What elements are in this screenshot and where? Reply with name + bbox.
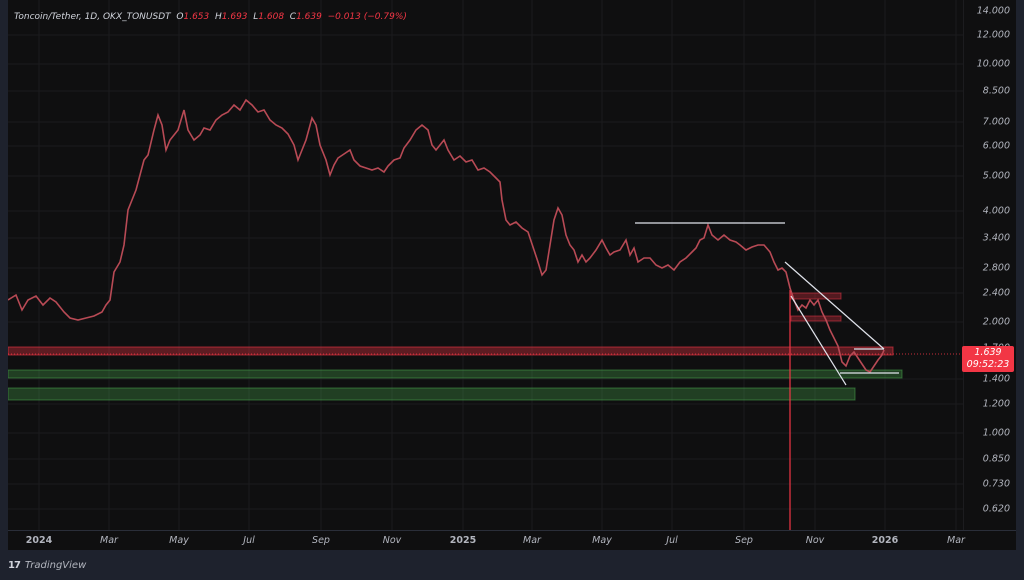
red-resistance-zone xyxy=(7,346,894,356)
grid-lines xyxy=(8,0,963,530)
price-tick: 2.000 xyxy=(982,316,1010,328)
time-axis[interactable]: 2024 Mar May Jul Sep Nov 2025 Mar May Ju… xyxy=(8,530,1016,550)
price-tick: 7.000 xyxy=(982,116,1010,128)
last-price-tag: 1.639 09:52:23 xyxy=(962,346,1014,372)
price-chart-svg xyxy=(7,0,963,530)
price-tick: 10.000 xyxy=(976,58,1010,70)
time-tick: 2025 xyxy=(449,535,477,546)
price-tick: 8.500 xyxy=(982,85,1010,97)
time-tick: 2026 xyxy=(871,535,899,546)
tradingview-logo-icon: 17 xyxy=(8,560,21,571)
time-tick: Mar xyxy=(100,535,118,546)
symbol-name: Toncoin/Tether, 1D, OKX_TONUSDT xyxy=(14,12,171,22)
price-tick: 3.400 xyxy=(982,232,1010,244)
price-tick: 0.620 xyxy=(982,503,1010,515)
green-support-zone-1 xyxy=(7,369,903,379)
price-scale[interactable]: 14.000 12.000 10.000 8.500 7.000 6.000 5… xyxy=(963,0,1016,530)
price-tick: 5.000 xyxy=(982,170,1010,182)
price-tick: 1.200 xyxy=(982,398,1010,410)
time-tick: Jul xyxy=(666,535,678,546)
tradingview-branding[interactable]: 17 TradingView xyxy=(8,560,86,571)
price-tick: 0.850 xyxy=(982,453,1010,465)
chart-plot-area[interactable]: Toncoin/Tether, 1D, OKX_TONUSDT O1.653 H… xyxy=(7,0,963,530)
channel-lower-line xyxy=(790,295,847,386)
time-tick: Nov xyxy=(382,535,402,546)
time-tick: Mar xyxy=(947,535,965,546)
price-tick: 6.000 xyxy=(982,140,1010,152)
price-tick: 1.400 xyxy=(982,373,1010,385)
last-price: 1.639 xyxy=(974,347,1002,358)
change-value: −0.013 (−0.79%) xyxy=(327,12,407,22)
low-value: 1.608 xyxy=(258,12,285,22)
price-series xyxy=(7,98,885,374)
chart-frame: Toncoin/Tether, 1D, OKX_TONUSDT O1.653 H… xyxy=(7,0,1016,550)
time-tick: 2024 xyxy=(25,535,53,546)
time-tick: May xyxy=(592,535,612,546)
time-tick: Nov xyxy=(805,535,825,546)
price-tick: 1.000 xyxy=(982,427,1010,439)
price-tick: 0.730 xyxy=(982,478,1010,490)
close-value: 1.639 xyxy=(296,12,322,22)
red-zone-lower xyxy=(790,315,842,322)
time-tick: Sep xyxy=(312,535,330,546)
price-tick: 2.800 xyxy=(982,262,1010,274)
time-tick: Sep xyxy=(735,535,753,546)
price-tick: 4.000 xyxy=(982,205,1010,217)
high-value: 1.693 xyxy=(221,12,248,22)
brand-name: TradingView xyxy=(24,560,87,571)
time-tick: Mar xyxy=(523,535,541,546)
green-support-zone-2 xyxy=(7,387,856,401)
red-zone-upper xyxy=(790,292,842,300)
price-tick: 14.000 xyxy=(976,5,1010,17)
time-tick: Jul xyxy=(243,535,255,546)
price-tick: 12.000 xyxy=(976,29,1010,41)
channel-upper-line xyxy=(784,261,885,350)
bar-countdown: 09:52:23 xyxy=(966,359,1010,370)
price-tick: 2.400 xyxy=(982,287,1010,299)
time-tick: May xyxy=(169,535,189,546)
symbol-legend[interactable]: Toncoin/Tether, 1D, OKX_TONUSDT O1.653 H… xyxy=(14,12,407,22)
open-value: 1.653 xyxy=(183,12,210,22)
